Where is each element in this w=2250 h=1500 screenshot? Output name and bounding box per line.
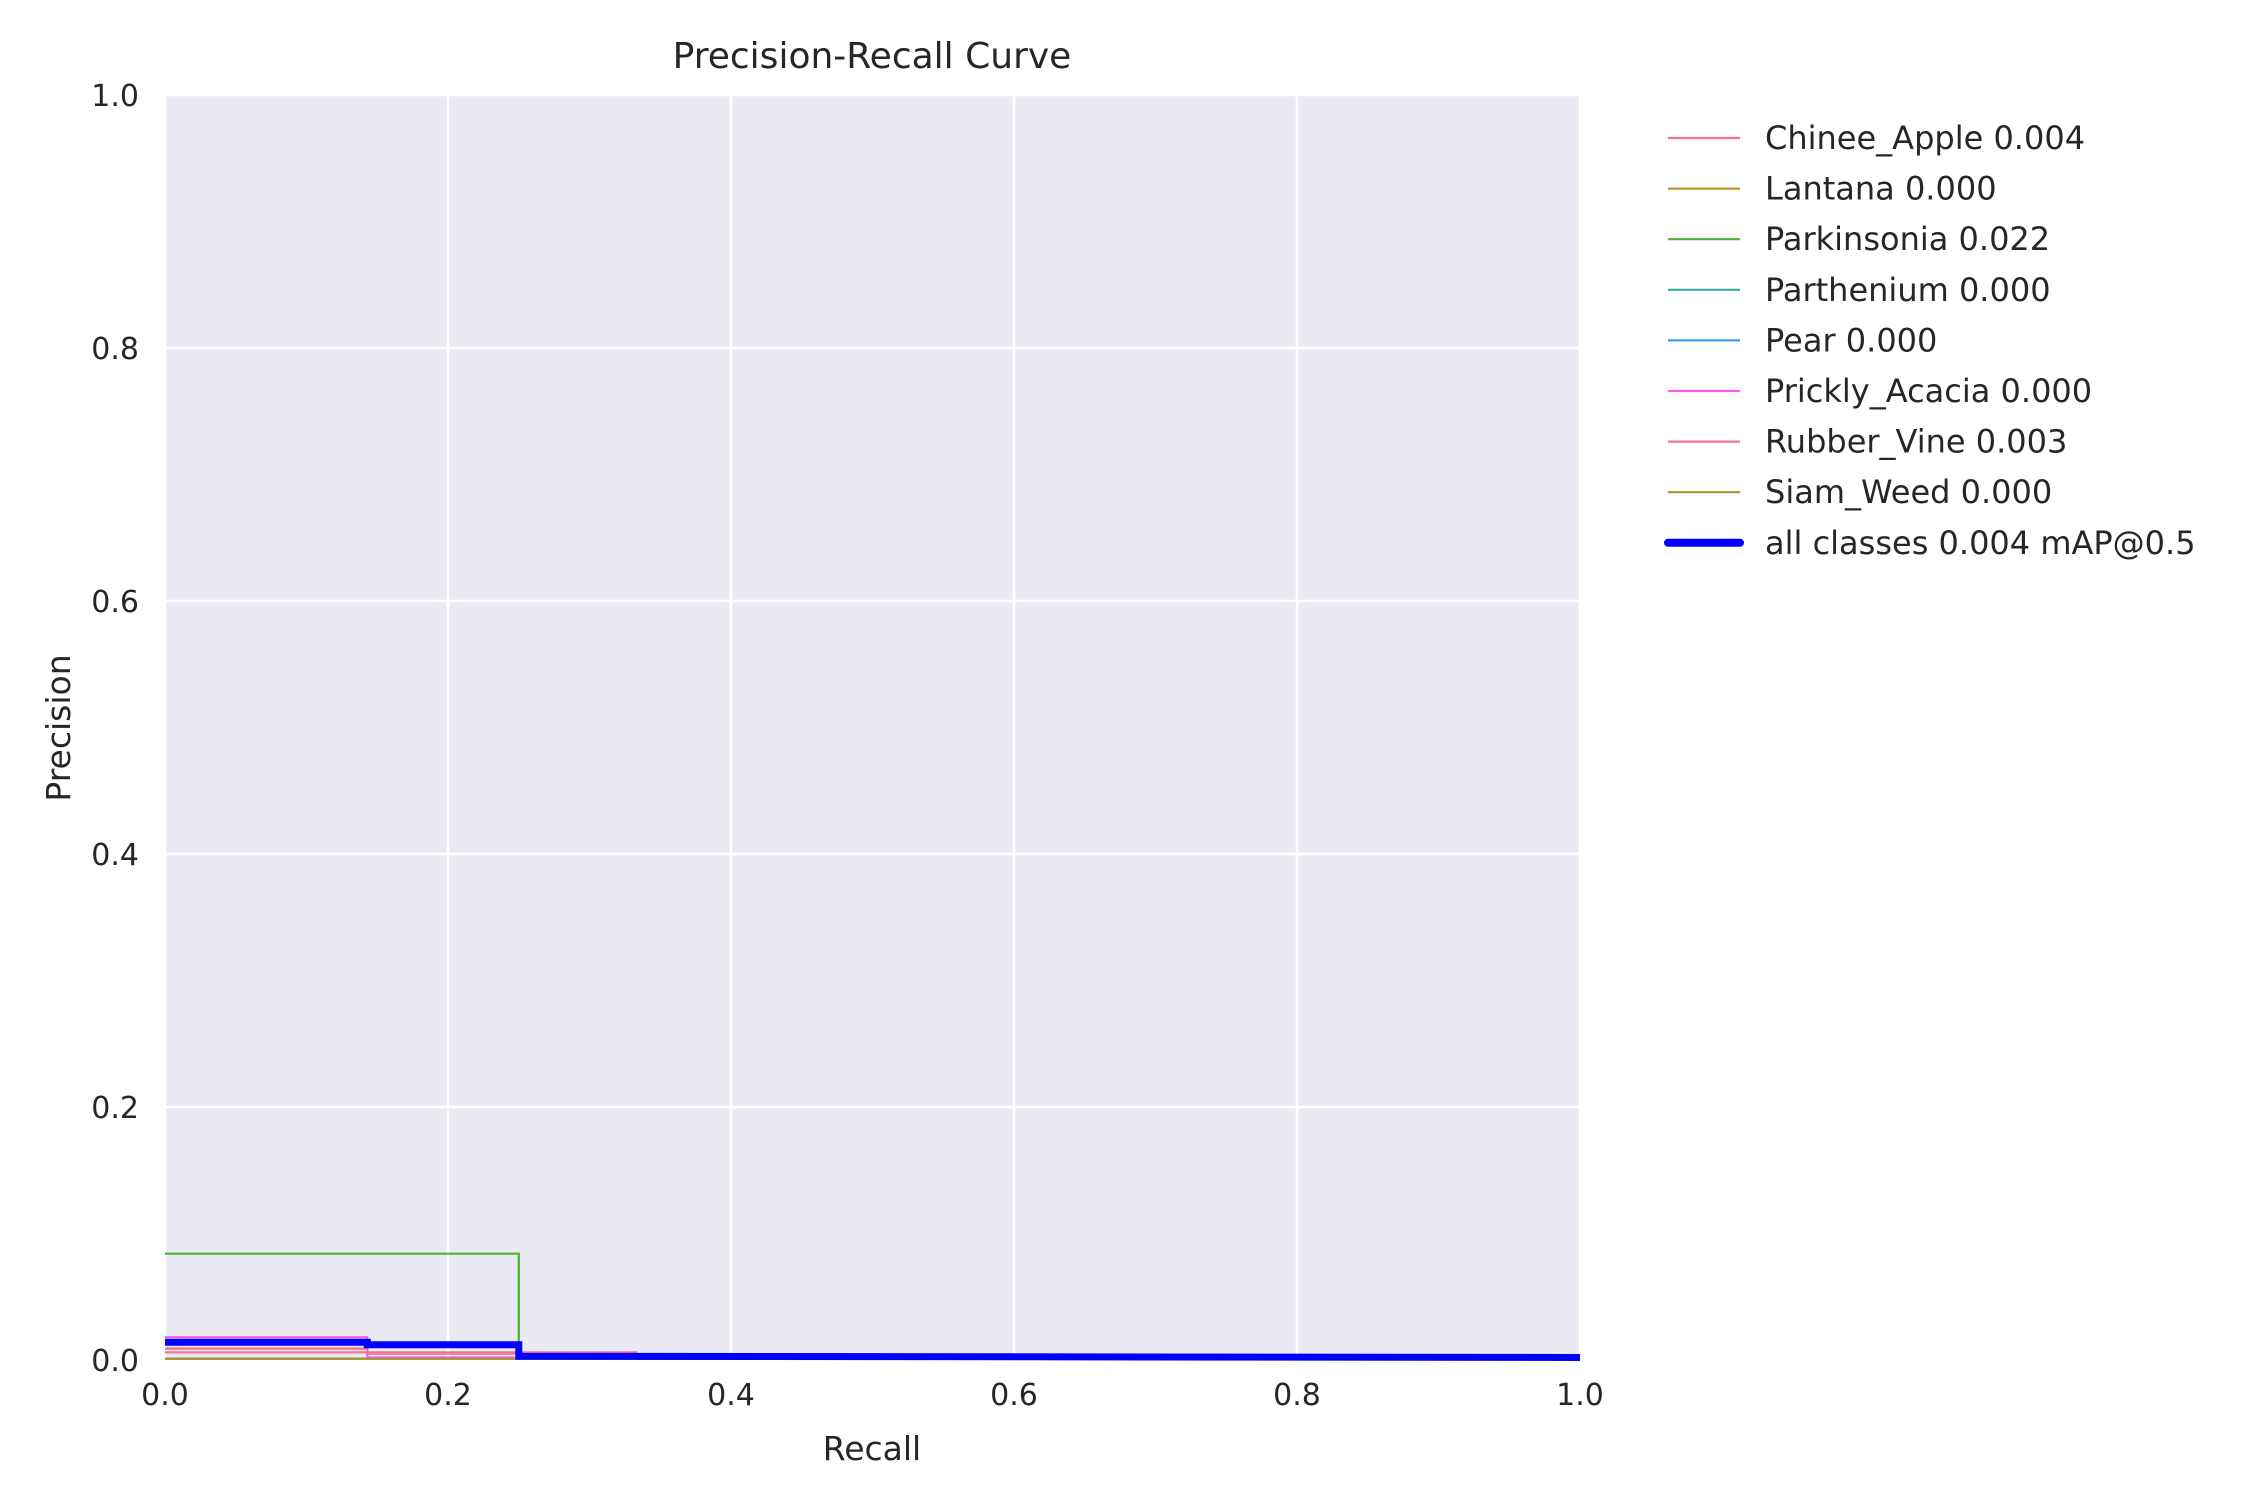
y-tick-label: 0.0 [91, 1344, 139, 1379]
legend-label: Lantana 0.000 [1765, 170, 1997, 208]
tick-labels: 0.0 0.2 0.4 0.6 0.8 1.0 0.0 0.2 0.4 0.6 0.8 1.0 [91, 79, 1604, 1413]
y-tick-label: 1.0 [91, 79, 139, 114]
chart-title: Precision-Recall Curve [673, 36, 1072, 77]
y-tick-label: 0.2 [91, 1091, 139, 1126]
legend-label: Parthenium 0.000 [1765, 271, 2051, 309]
x-tick-label: 0.6 [990, 1378, 1038, 1413]
x-tick-label: 0.0 [141, 1378, 189, 1413]
y-tick-label: 0.6 [91, 585, 139, 620]
x-tick-label: 0.2 [424, 1378, 472, 1413]
plot-area [165, 95, 1580, 1360]
x-tick-label: 1.0 [1556, 1378, 1604, 1413]
legend-label: Chinee_Apple 0.004 [1765, 119, 2085, 157]
y-tick-label: 0.4 [91, 838, 139, 873]
series-line-all [165, 1338, 1581, 1361]
grid-lines [163, 93, 1582, 1362]
x-tick-label: 0.4 [707, 1378, 755, 1413]
series-lines [165, 1252, 1581, 1361]
legend-label: Prickly_Acacia 0.000 [1765, 372, 2092, 410]
x-axis-title: Recall [823, 1429, 921, 1468]
legend-label: Parkinsonia 0.022 [1765, 220, 2050, 258]
legend-label: Rubber_Vine 0.003 [1765, 423, 2067, 461]
legend: Chinee_Apple 0.004 Lantana 0.000 Parkinson… [1664, 119, 2196, 562]
legend-label: Siam_Weed 0.000 [1765, 473, 2052, 511]
legend-label: Pear 0.000 [1765, 321, 1937, 359]
legend-label: all classes 0.004 mAP@0.5 [1765, 524, 2196, 562]
y-axis-title: Precision [39, 654, 78, 801]
y-tick-label: 0.8 [91, 332, 139, 367]
x-tick-label: 0.8 [1273, 1378, 1321, 1413]
